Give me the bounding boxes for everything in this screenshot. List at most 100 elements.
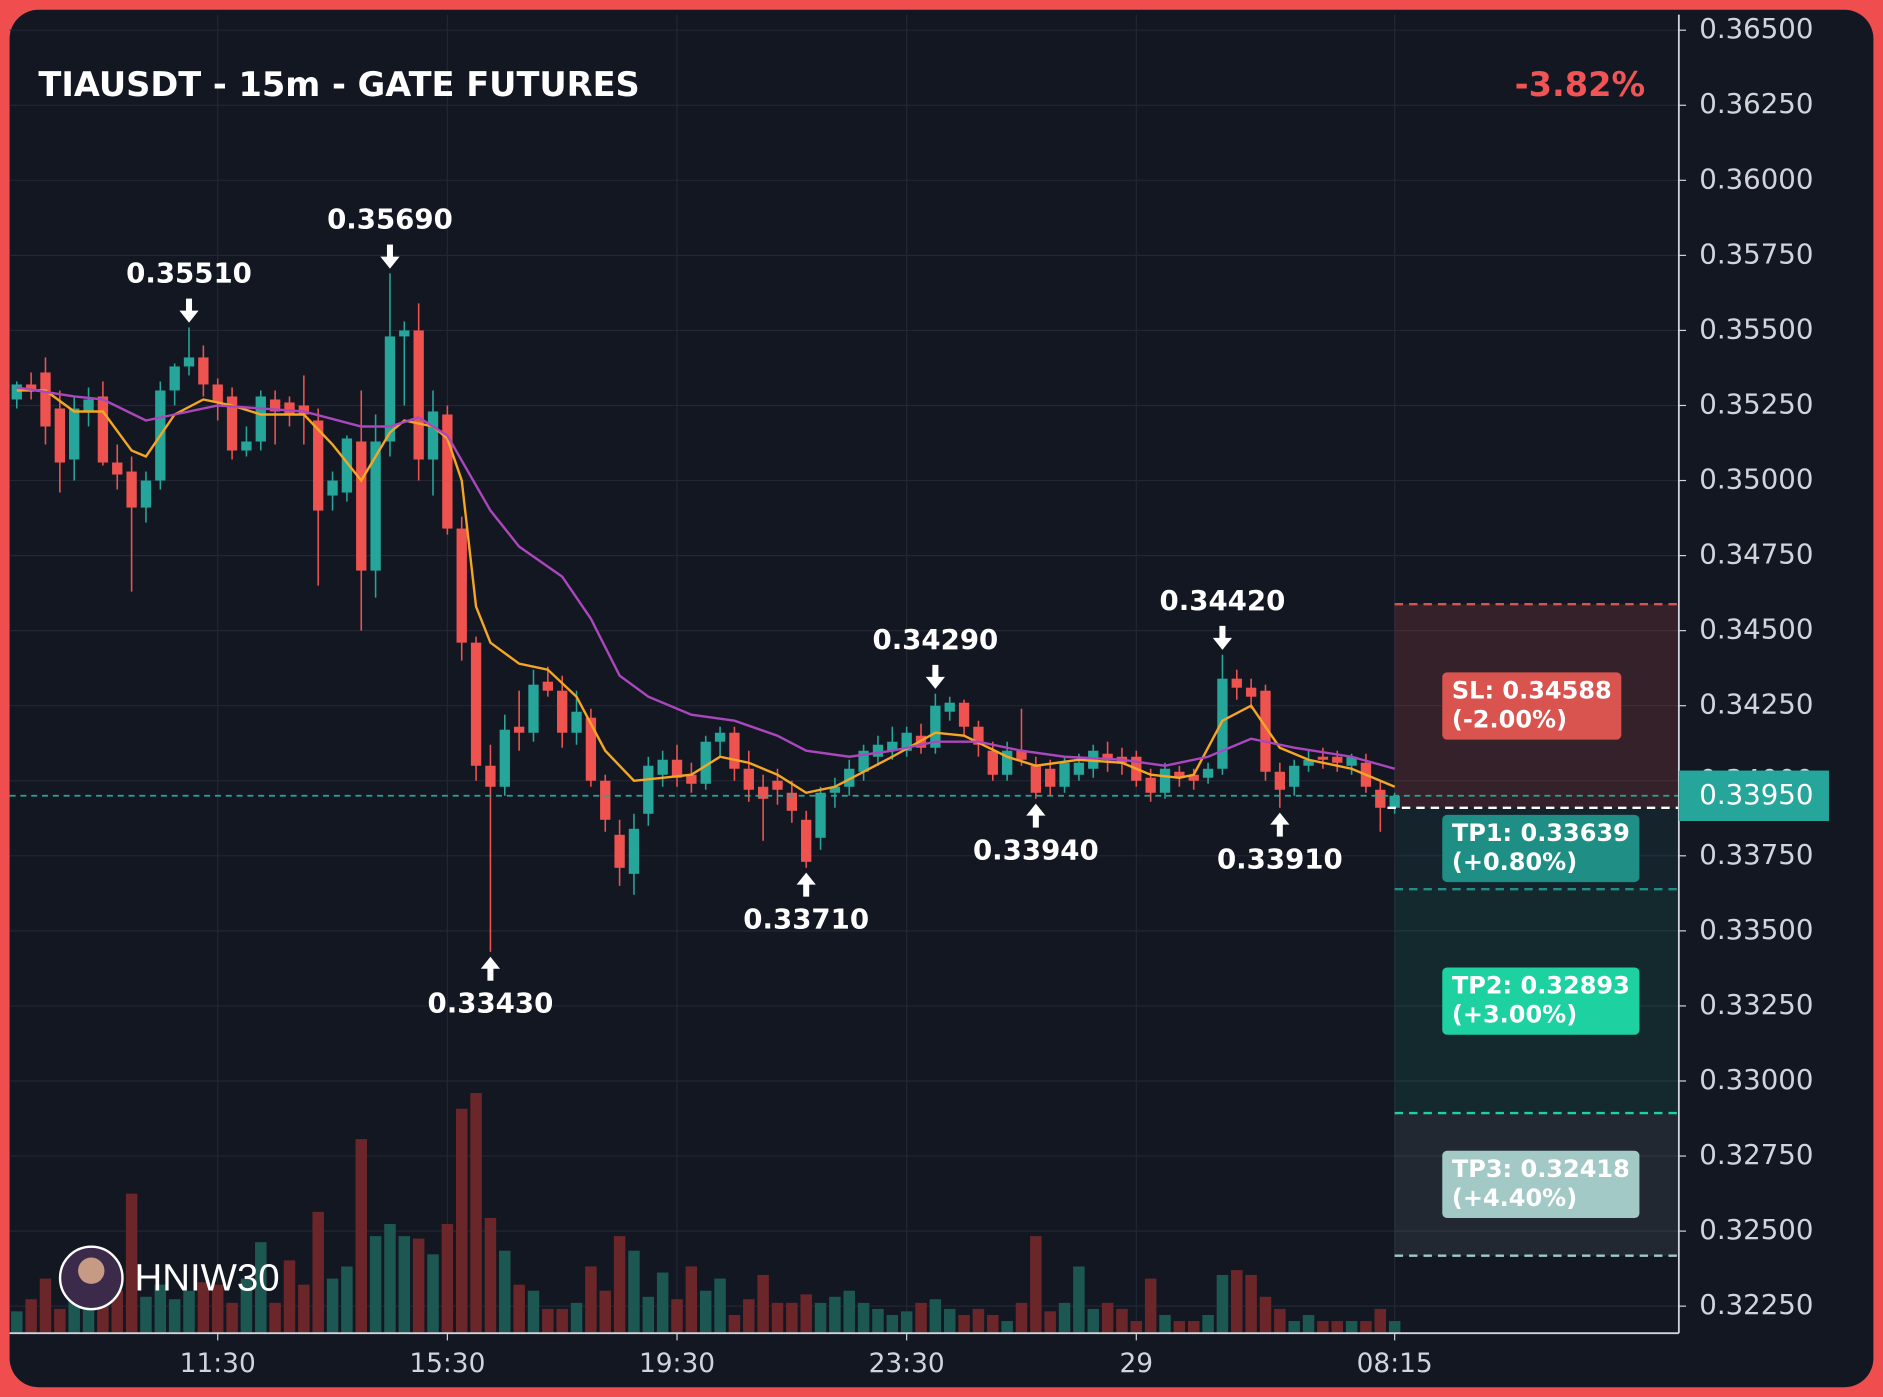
volume-bar	[326, 1278, 339, 1334]
volume-bar	[427, 1254, 439, 1334]
volume-bar	[154, 1284, 167, 1334]
candle-body	[801, 819, 812, 862]
volume-bar	[556, 1308, 568, 1334]
candle-body	[1145, 777, 1156, 793]
volume-bar	[283, 1260, 296, 1334]
chart-title: TIAUSDT - 15m - GATE FUTURES	[38, 65, 639, 104]
volume-bar	[226, 1302, 238, 1334]
volume-bar	[1302, 1314, 1315, 1334]
volume-bar	[11, 1311, 23, 1334]
volume-bar	[470, 1092, 482, 1334]
candle-body	[1217, 678, 1228, 769]
volume-bar	[685, 1266, 698, 1334]
candle-body	[628, 828, 640, 874]
level-label: TP3: 0.32418	[1452, 1155, 1630, 1183]
x-tick-label: 08:15	[1357, 1348, 1433, 1379]
candle-body	[485, 765, 496, 787]
ma-line	[16, 386, 1396, 770]
candle-body	[11, 384, 22, 400]
volume-bar	[82, 1296, 95, 1334]
x-tick-label: 11:30	[180, 1348, 256, 1379]
candle-body	[671, 759, 683, 778]
volume-bar	[455, 1108, 468, 1334]
volume-bar	[943, 1308, 956, 1334]
volume-bar	[412, 1238, 425, 1334]
volume-bar	[54, 1308, 66, 1334]
level-sub: (-2.00%)	[1452, 705, 1567, 733]
level-label: TP1: 0.33639	[1452, 819, 1630, 847]
candle-body	[1102, 753, 1113, 760]
volume-bar	[757, 1274, 769, 1334]
volume	[11, 1092, 1401, 1334]
volume-bar	[915, 1302, 927, 1334]
volume-bar	[1231, 1270, 1243, 1334]
candle-body	[542, 681, 554, 691]
volume-bar	[1216, 1274, 1229, 1334]
candle-body	[1045, 768, 1056, 787]
candle-body	[1073, 762, 1085, 775]
level-label: TP2: 0.32893	[1452, 972, 1630, 1000]
candle-body	[112, 462, 123, 475]
candle-body	[341, 438, 353, 493]
volume-bar	[743, 1299, 755, 1334]
volume-bar	[1130, 1321, 1143, 1334]
annotation-label: 0.33910	[1217, 843, 1343, 876]
candle-body	[255, 396, 266, 442]
candle-body	[1231, 678, 1242, 688]
y-tick-label: 0.33750	[1699, 838, 1813, 871]
volume-bar	[1101, 1302, 1114, 1334]
y-tick-label: 0.36250	[1699, 87, 1813, 120]
volume-bar	[613, 1236, 626, 1334]
candle-body	[126, 471, 137, 508]
volume-bar	[671, 1299, 683, 1334]
candle-body	[1317, 756, 1329, 760]
volume-bar	[599, 1290, 611, 1334]
volume-bar	[269, 1302, 281, 1334]
candle-body	[987, 750, 998, 775]
candle-body	[829, 786, 841, 793]
candle-body	[1375, 789, 1386, 808]
candle-body	[1159, 768, 1171, 793]
y-tick-label: 0.32500	[1699, 1213, 1813, 1246]
y-tick-label: 0.34250	[1699, 688, 1813, 721]
volume-bar	[814, 1302, 827, 1334]
volume-bar	[125, 1193, 138, 1334]
candle-body	[226, 396, 238, 451]
volume-bar	[1058, 1302, 1071, 1334]
volume-bar	[1073, 1266, 1085, 1334]
candle-body	[327, 480, 338, 496]
volume-bar	[1044, 1311, 1056, 1334]
volume-bar	[384, 1223, 396, 1334]
candle-body	[729, 732, 740, 769]
candle-body	[499, 729, 510, 787]
volume-bar	[1187, 1321, 1200, 1334]
candle-body	[1202, 768, 1214, 778]
candle-body	[700, 741, 711, 784]
x-tick-label: 15:30	[409, 1348, 485, 1379]
y-tick-label: 0.34750	[1699, 538, 1813, 571]
candle-body	[470, 642, 482, 766]
volume-bar	[972, 1308, 985, 1334]
annotation-label: 0.35690	[327, 203, 453, 236]
y-tick-label: 0.33000	[1699, 1063, 1813, 1096]
candle-body	[427, 411, 439, 460]
volume-bar	[1374, 1308, 1387, 1334]
volume-bar	[656, 1272, 669, 1334]
candle-body	[585, 717, 597, 781]
y-tick-label: 0.36500	[1699, 12, 1813, 45]
candle-body	[1016, 750, 1027, 760]
candle-body	[1188, 774, 1199, 781]
annotation-label: 0.34420	[1160, 584, 1286, 617]
y-tick-label: 0.33250	[1699, 988, 1813, 1021]
volume-bar	[341, 1266, 353, 1334]
candle-body	[1260, 690, 1271, 772]
volume-bar	[1202, 1314, 1214, 1334]
candle-body	[614, 834, 625, 868]
x-tick-label: 23:30	[869, 1348, 945, 1379]
candle-body	[269, 399, 281, 412]
volume-bar	[499, 1250, 511, 1334]
level-box	[1442, 967, 1640, 1035]
candle-body	[815, 792, 826, 838]
last-price-box	[1678, 770, 1829, 821]
